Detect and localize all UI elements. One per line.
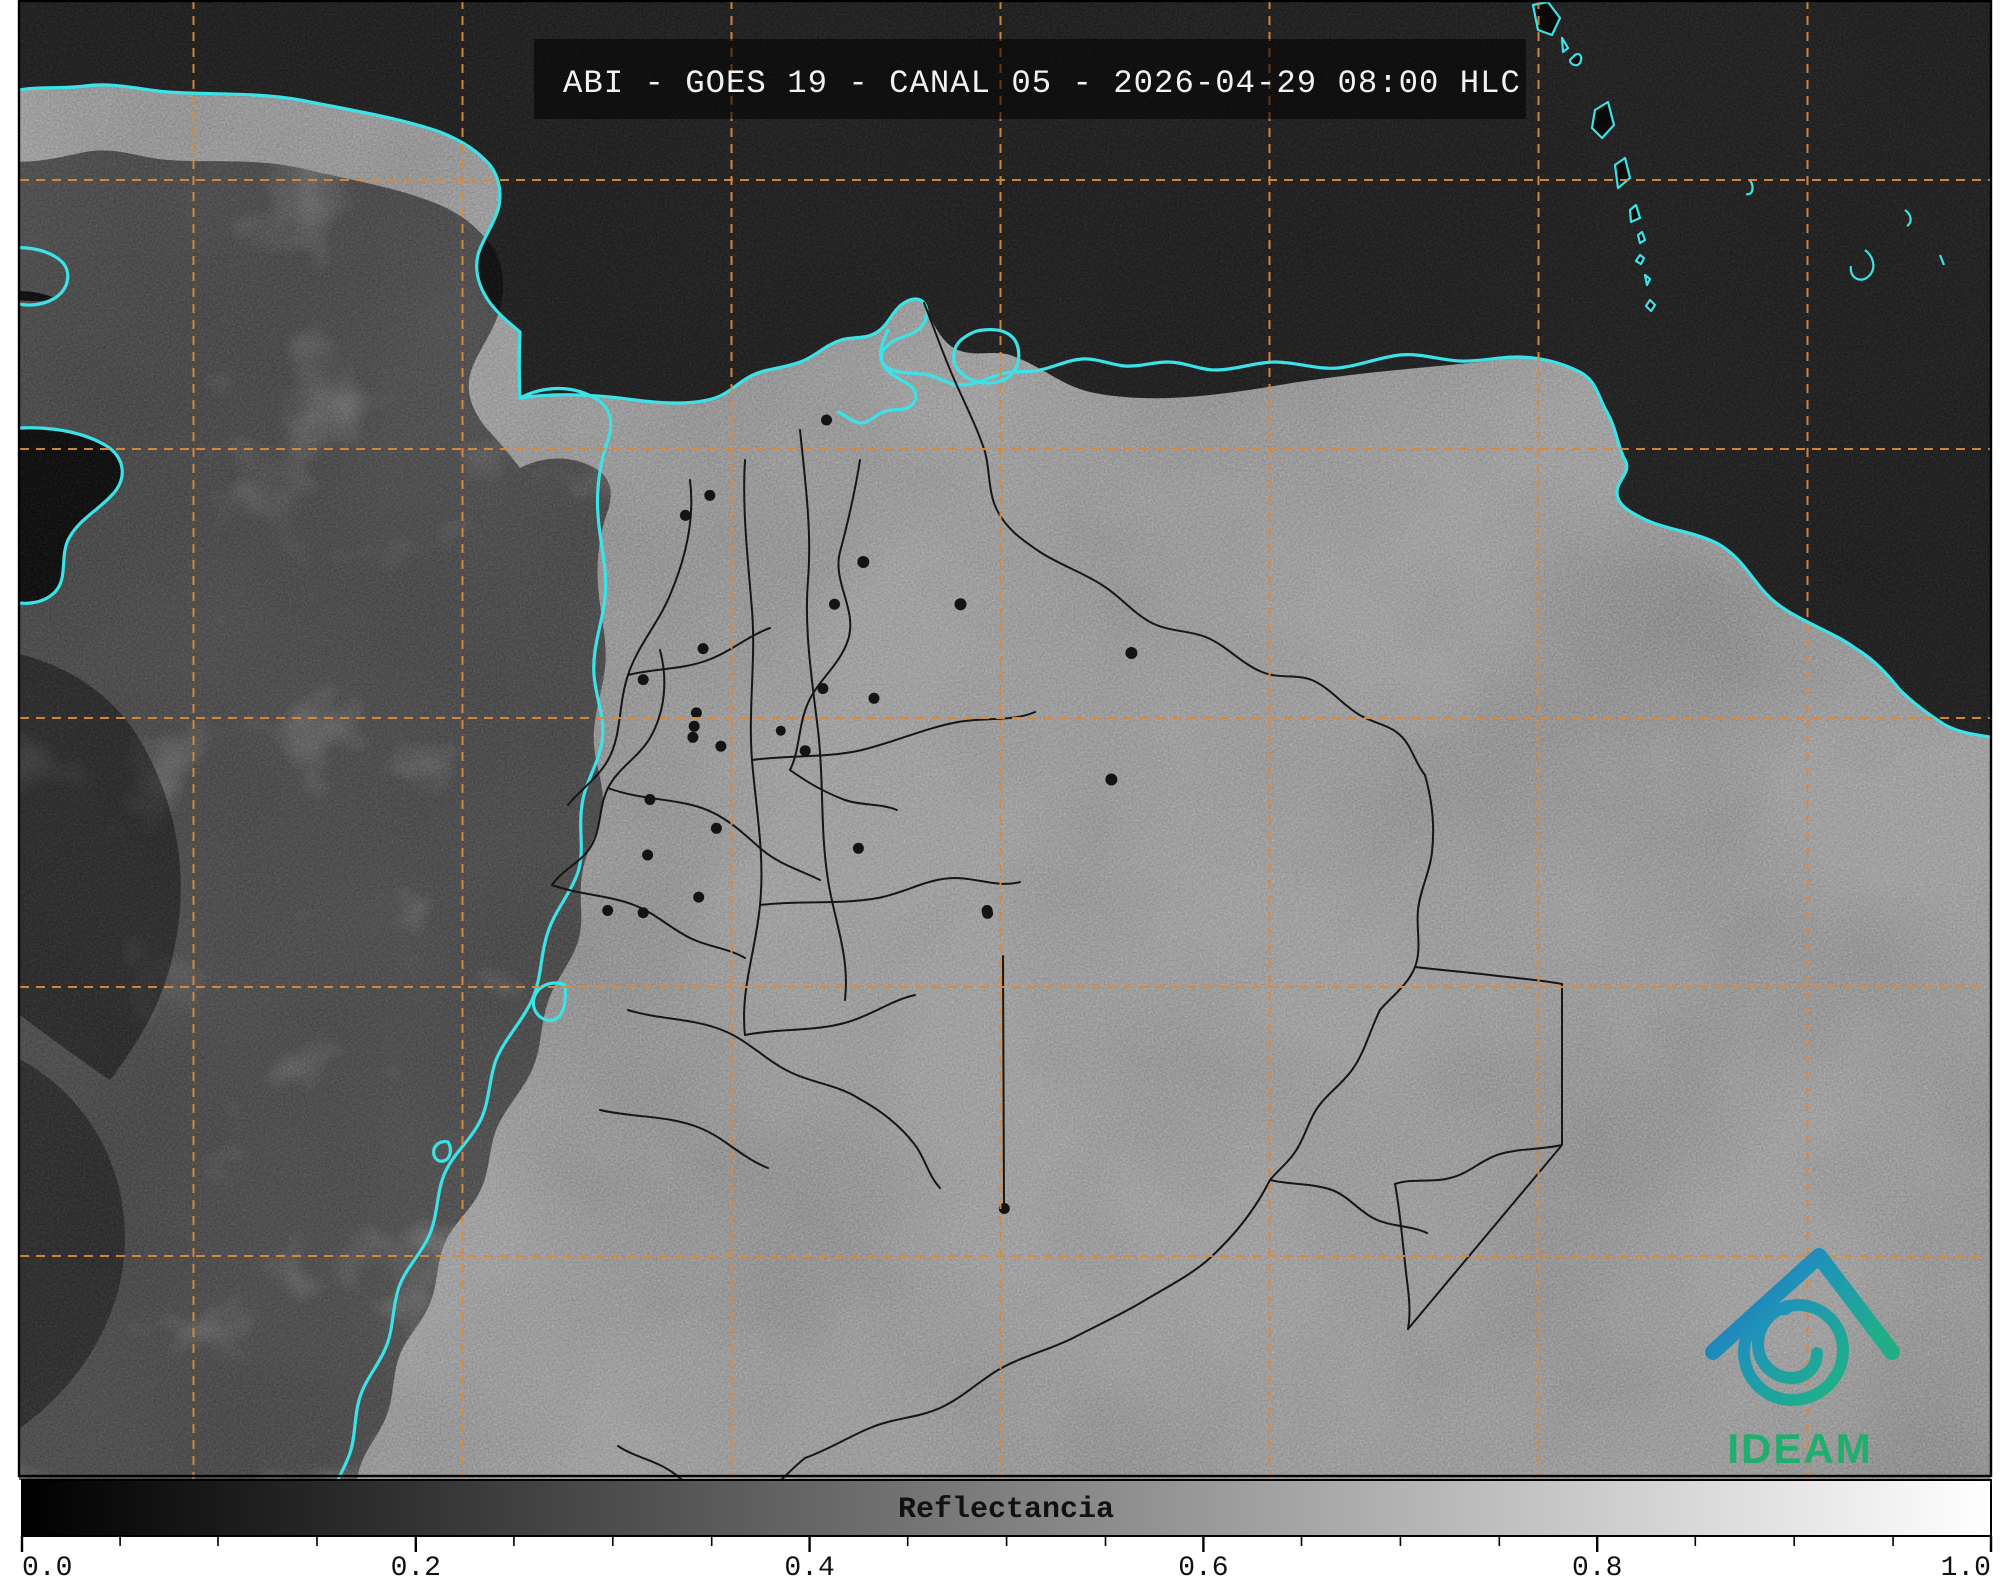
svg-text:0.0: 0.0 (22, 1553, 72, 1577)
svg-text:0.2: 0.2 (391, 1553, 441, 1577)
svg-text:1.0: 1.0 (1941, 1553, 1991, 1577)
svg-text:0.4: 0.4 (784, 1553, 834, 1577)
svg-text:0.6: 0.6 (1178, 1553, 1228, 1577)
svg-text:0.8: 0.8 (1572, 1553, 1622, 1577)
svg-text:ABI - GOES 19 - CANAL 05 - 202: ABI - GOES 19 - CANAL 05 - 2026-04-29 08… (563, 65, 1521, 102)
svg-text:IDEAM: IDEAM (1727, 1425, 1872, 1472)
svg-text:Reflectancia: Reflectancia (898, 1493, 1114, 1527)
